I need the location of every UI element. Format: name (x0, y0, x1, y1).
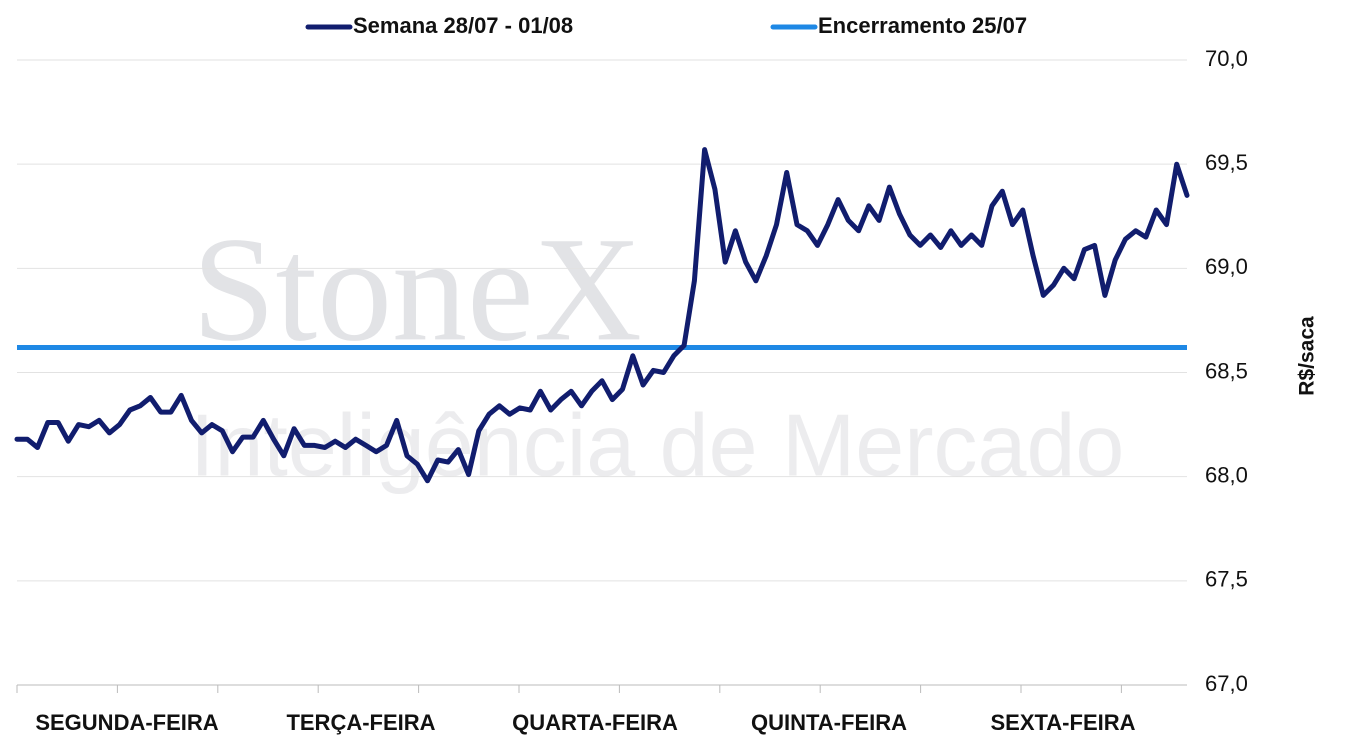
y-tick-label: 68,0 (1205, 462, 1248, 487)
legend-label: Encerramento 25/07 (818, 13, 1027, 38)
y-tick-label: 69,0 (1205, 254, 1248, 279)
x-tick-label: SEXTA-FEIRA (990, 710, 1135, 735)
y-axis-label: R$/saca (1296, 316, 1319, 396)
y-tick-label: 69,5 (1205, 150, 1248, 175)
y-tick-label: 67,5 (1205, 567, 1248, 592)
x-tick-label: TERÇA-FEIRA (286, 710, 435, 735)
watermark: StoneX (192, 206, 642, 372)
data-line (14, 147, 1190, 484)
x-tick-label: QUINTA-FEIRA (751, 710, 907, 735)
x-tick-label: SEGUNDA-FEIRA (35, 710, 218, 735)
y-tick-label: 67,0 (1205, 671, 1248, 696)
y-tick-label: 70,0 (1205, 46, 1248, 71)
x-tick-label: QUARTA-FEIRA (512, 710, 678, 735)
y-tick-label: 68,5 (1205, 358, 1248, 383)
legend-label: Semana 28/07 - 01/08 (353, 13, 573, 38)
